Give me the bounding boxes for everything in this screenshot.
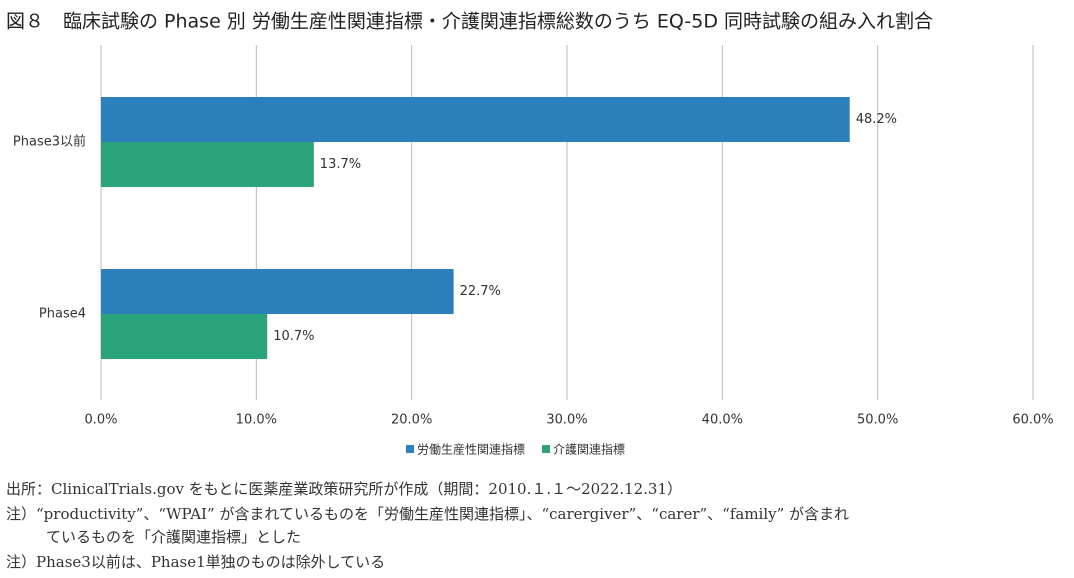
x-tick-label: 40.0% — [702, 413, 743, 428]
x-tick-label: 0.0% — [84, 413, 117, 428]
legend-swatch — [542, 445, 551, 453]
y-tick-label: Phase4 — [39, 307, 86, 322]
legend-label: 介護関連指標 — [553, 442, 625, 457]
value-label: 48.2% — [856, 112, 897, 127]
note: 出所：ClinicalTrials.gov をもとに医薬産業政策研究所が作成（期… — [6, 480, 682, 498]
value-label: 22.7% — [460, 284, 501, 299]
bar — [101, 314, 268, 359]
x-tick-label: 30.0% — [546, 413, 587, 428]
bar — [101, 269, 454, 314]
x-tick-label: 50.0% — [857, 413, 898, 428]
note: ているものを「介護関連指標」とした — [46, 528, 301, 546]
bar — [101, 97, 850, 142]
x-tick-label: 60.0% — [1012, 413, 1053, 428]
value-label: 13.7% — [320, 157, 361, 172]
bar — [101, 142, 314, 187]
legend-swatch — [406, 445, 414, 453]
x-tick-label: 20.0% — [391, 413, 432, 428]
note: 注）“productivity”、“WPAI” が含まれているものを「労働生産性… — [6, 505, 849, 523]
x-tick-label: 10.0% — [236, 413, 277, 428]
note: 注）Phase3以前は、Phase1単独のものは除外している — [6, 553, 385, 571]
legend-label: 労働生産性関連指標 — [417, 442, 525, 457]
value-label: 10.7% — [273, 329, 314, 344]
chart-title: 図８ 臨床試験の Phase 別 労働生産性関連指標・介護関連指標総数のうち E… — [6, 11, 933, 33]
y-tick-label: Phase3以前 — [13, 134, 86, 150]
